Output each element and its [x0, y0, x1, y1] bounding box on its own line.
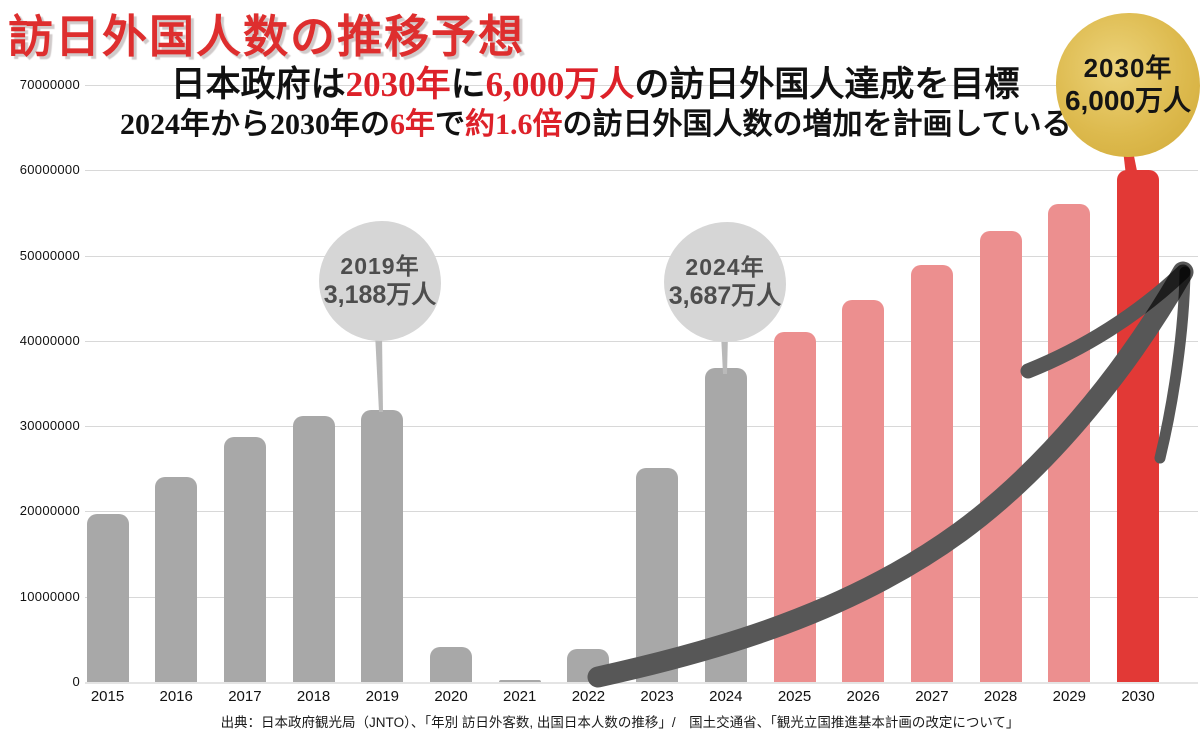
x-axis-tick-label-2026: 2026	[846, 688, 880, 705]
bar-2015	[86, 514, 129, 682]
x-axis-tick-label-2030: 2030	[1121, 688, 1155, 705]
x-axis-tick-label-2028: 2028	[983, 688, 1018, 705]
bar-2030	[1117, 170, 1159, 682]
callout-value: 3,188万人	[323, 281, 437, 309]
x-axis-tick-label-2015: 2015	[90, 688, 125, 705]
subtitle-segment: の訪日外国人数の増加を計画している	[562, 108, 1072, 141]
x-axis-tick-label-2024: 2024	[709, 688, 743, 705]
subtitle-segment-highlight: 6年	[390, 108, 435, 141]
bar-2026	[842, 299, 885, 682]
subtitle: 日本政府は2030年に6,000万人の訪日外国人達成を目標 2024年から203…	[120, 64, 1072, 144]
target-year: 2030年	[1083, 52, 1173, 83]
x-axis-tick-label-2022: 2022	[571, 688, 606, 705]
gridline-0	[85, 682, 1198, 684]
callout-value: 3,687万人	[668, 282, 782, 310]
x-axis-tick-label-2019: 2019	[365, 688, 399, 705]
x-axis-tick-label-2021: 2021	[503, 688, 537, 705]
y-axis-tick-label: 40000000	[19, 333, 80, 348]
gridline-40000000	[85, 341, 1198, 342]
x-axis-tick-label-2017: 2017	[228, 688, 262, 705]
callout-bubble-2019: 2019年 3,188万人	[319, 221, 441, 341]
x-axis-tick-label-2027: 2027	[915, 688, 949, 705]
callout-year: 2019年	[340, 253, 420, 279]
x-axis-tick-label-2029: 2029	[1052, 688, 1086, 705]
gridline-50000000	[85, 256, 1198, 257]
bar-2028	[979, 230, 1022, 682]
callout-bubble-2024: 2024年 3,687万人	[664, 222, 786, 342]
bar-2023	[636, 468, 679, 682]
target-value: 6,000万人	[1064, 84, 1192, 116]
subtitle-segment: 日本政府は	[170, 65, 346, 104]
gridline-30000000	[85, 426, 1198, 427]
subtitle-segment-highlight: 2030年	[345, 65, 451, 104]
source-credit: 出典：日本政府観光局（JNTO）、「年別 訪日外客数, 出国日本人数の推移」/ …	[220, 715, 1020, 730]
y-axis-tick-label: 60000000	[19, 162, 80, 177]
gridline-70000000	[85, 85, 1198, 86]
gridline-60000000	[85, 170, 1198, 171]
subtitle-segment: 2024年から2030年の	[120, 108, 390, 141]
x-axis-tick-label-2016: 2016	[159, 688, 193, 705]
y-axis-tick-label: 70000000	[19, 77, 80, 92]
x-axis-tick-label-2020: 2020	[434, 688, 468, 705]
subtitle-segment: に	[450, 65, 486, 104]
y-axis-tick-label: 30000000	[19, 418, 80, 433]
callout-year: 2024年	[685, 254, 765, 280]
subtitle-segment: で	[435, 108, 465, 141]
bar-2021	[498, 679, 541, 682]
bar-2022	[567, 649, 610, 682]
page-title: 訪日外国人数の推移予想	[8, 10, 526, 63]
y-axis-tick-label: 50000000	[19, 248, 80, 263]
subtitle-segment-highlight: 6,000万人	[485, 65, 635, 104]
x-axis-tick-label-2023: 2023	[640, 688, 674, 705]
bar-2024	[704, 367, 747, 682]
bar-2025	[773, 332, 816, 682]
bar-2020	[430, 646, 472, 682]
y-axis-tick-label: 20000000	[19, 503, 80, 518]
bar-2029	[1048, 204, 1091, 682]
target-badge-2030: 2030年 6,000万人	[1056, 13, 1200, 157]
subtitle-line-2: 2024年から2030年の6年で約1.6倍の訪日外国人数の増加を計画している	[120, 106, 1072, 144]
bar-2018	[292, 415, 335, 682]
x-axis-tick-label-2025: 2025	[777, 688, 812, 705]
subtitle-line-1: 日本政府は2030年に6,000万人の訪日外国人達成を目標	[120, 64, 1070, 106]
subtitle-segment: の訪日外国人達成を目標	[634, 65, 1020, 104]
bar-2027	[910, 265, 953, 682]
bar-2017	[223, 437, 266, 682]
y-axis-tick-label: 10000000	[19, 589, 80, 604]
bar-2016	[155, 477, 198, 682]
bar-2019	[361, 410, 404, 682]
y-axis-tick-label: 0	[72, 674, 80, 689]
subtitle-segment-highlight: 約1.6倍	[465, 108, 563, 141]
x-axis-tick-label-2018: 2018	[296, 688, 331, 705]
